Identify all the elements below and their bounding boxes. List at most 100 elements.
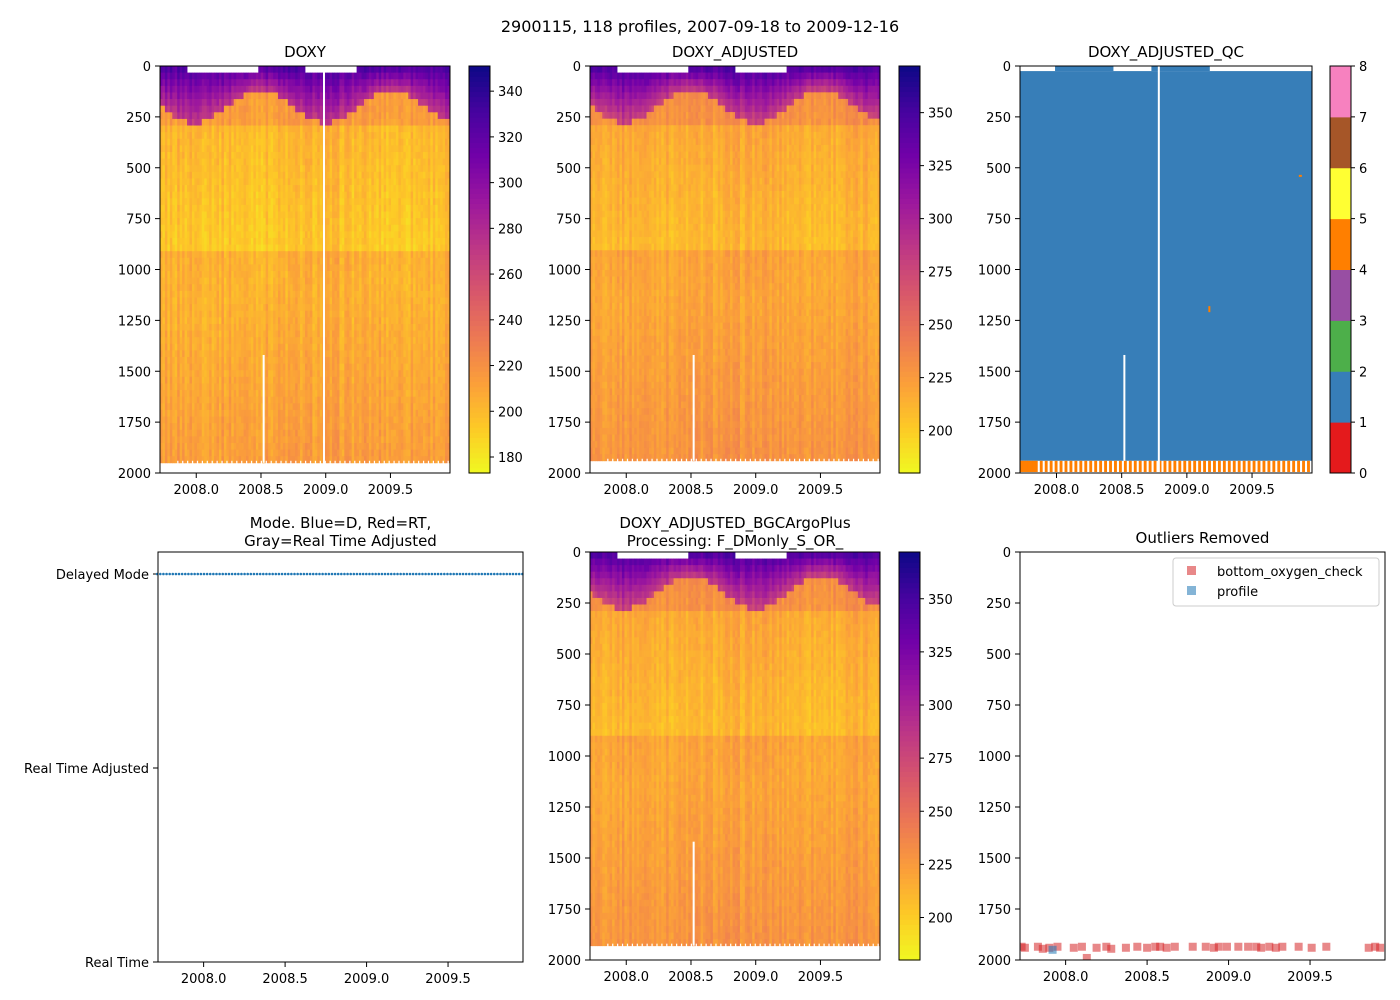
- heatmap-cell: [211, 231, 215, 239]
- heatmap-cell: [317, 138, 321, 146]
- heatmap-cell: [327, 350, 330, 358]
- heatmap-cell: [164, 363, 168, 371]
- heatmap-cell: [248, 416, 252, 424]
- heatmap-cell: [319, 125, 323, 133]
- heatmap-cell: [199, 178, 203, 186]
- heatmap-cell: [287, 376, 291, 384]
- heatmap-cell: [174, 257, 178, 265]
- heatmap-cell: [258, 72, 262, 80]
- heatmap-cell: [243, 350, 247, 358]
- heatmap-cell: [329, 191, 333, 199]
- heatmap-cell: [265, 436, 269, 444]
- heatmap-cell: [319, 204, 323, 212]
- heatmap-cell: [169, 429, 173, 437]
- heatmap-cell: [282, 436, 286, 444]
- heatmap-cell: [226, 390, 230, 398]
- heatmap-cell: [179, 277, 183, 285]
- heatmap-cell: [223, 357, 227, 365]
- heatmap-cell: [189, 211, 193, 219]
- heatmap-cell: [317, 456, 321, 464]
- data-gap: [290, 460, 292, 473]
- heatmap-cell: [280, 416, 284, 424]
- heatmap-cell: [287, 264, 291, 272]
- heatmap-cell: [255, 165, 259, 173]
- heatmap-cell: [307, 125, 311, 133]
- heatmap-cell: [184, 165, 188, 173]
- heatmap-cell: [246, 264, 249, 272]
- heatmap-cell: [179, 165, 183, 173]
- heatmap-cell: [223, 383, 227, 391]
- heatmap-cell: [275, 429, 279, 437]
- heatmap-cell: [356, 85, 360, 93]
- heatmap-cell: [332, 118, 335, 126]
- heatmap-cell: [346, 231, 350, 239]
- heatmap-cell: [341, 92, 345, 100]
- heatmap-cell: [287, 277, 291, 285]
- heatmap-cell: [346, 204, 350, 212]
- heatmap-cell: [265, 383, 269, 391]
- heatmap-cell: [295, 118, 299, 126]
- heatmap-cell: [184, 138, 188, 146]
- heatmap-cell: [268, 409, 271, 417]
- heatmap-cell: [265, 92, 269, 100]
- heatmap-cell: [273, 165, 276, 173]
- heatmap-cell: [179, 132, 183, 140]
- heatmap-cell: [344, 151, 348, 159]
- heatmap-cell: [199, 138, 203, 146]
- heatmap-cell: [268, 396, 271, 404]
- heatmap-cell: [164, 125, 168, 133]
- heatmap-cell: [275, 185, 279, 193]
- heatmap-cell: [238, 449, 242, 457]
- heatmap-cell: [309, 125, 313, 133]
- heatmap-cell: [361, 370, 365, 378]
- heatmap-cell: [285, 85, 289, 93]
- heatmap-cell: [314, 251, 318, 259]
- heatmap-cell: [290, 178, 294, 186]
- heatmap-cell: [218, 105, 222, 113]
- heatmap-cell: [243, 383, 247, 391]
- heatmap-cell: [218, 185, 222, 193]
- heatmap-cell: [309, 79, 313, 87]
- heatmap-cell: [204, 151, 208, 159]
- heatmap-cell: [285, 330, 289, 338]
- heatmap-cell: [191, 310, 195, 318]
- heatmap-cell: [187, 218, 190, 226]
- heatmap-cell: [329, 436, 333, 444]
- heatmap-cell: [199, 436, 203, 444]
- heatmap-cell: [319, 178, 323, 186]
- heatmap-cell: [295, 290, 299, 298]
- heatmap-cell: [199, 204, 203, 212]
- heatmap-cell: [182, 158, 185, 166]
- heatmap-cell: [223, 251, 227, 259]
- heatmap-cell: [169, 79, 173, 87]
- heatmap-cell: [204, 330, 208, 338]
- heatmap-cell: [214, 151, 217, 159]
- heatmap-cell: [246, 350, 249, 358]
- heatmap-cell: [324, 350, 328, 358]
- heatmap-cell: [216, 449, 220, 457]
- heatmap-cell: [354, 112, 358, 120]
- heatmap-cell: [214, 92, 217, 100]
- heatmap-cell: [327, 456, 330, 464]
- heatmap-cell: [258, 449, 262, 457]
- heatmap-cell: [236, 271, 240, 279]
- heatmap-cell: [226, 317, 230, 325]
- heatmap-cell: [211, 284, 215, 292]
- heatmap-cell: [292, 244, 296, 252]
- heatmap-cell: [295, 165, 299, 173]
- heatmap-cell: [209, 429, 213, 437]
- heatmap-cell: [265, 357, 269, 365]
- heatmap-cell: [327, 284, 330, 292]
- heatmap-cell: [346, 370, 350, 378]
- heatmap-cell: [270, 224, 274, 232]
- heatmap-cell: [273, 343, 276, 351]
- heatmap-cell: [187, 92, 190, 100]
- heatmap-cell: [295, 396, 299, 404]
- heatmap-cell: [280, 442, 284, 450]
- heatmap-cell: [243, 390, 247, 398]
- heatmap-cell: [174, 290, 178, 298]
- heatmap-cell: [226, 277, 230, 285]
- heatmap-cell: [344, 244, 348, 252]
- heatmap-cell: [319, 237, 323, 245]
- heatmap-cell: [218, 198, 222, 206]
